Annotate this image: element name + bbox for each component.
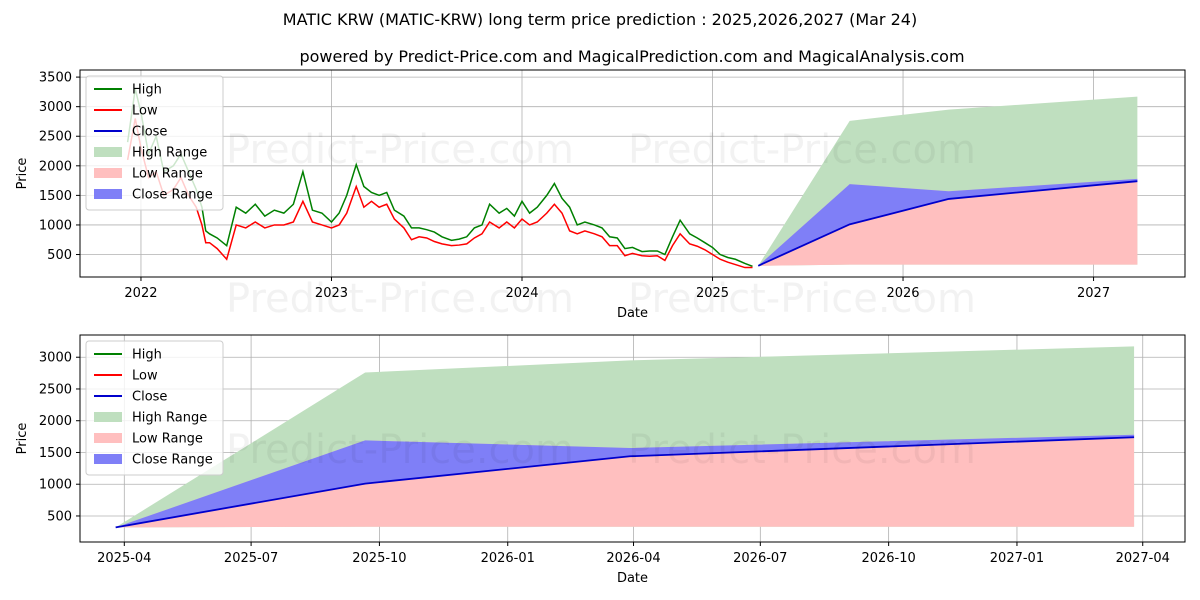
x-tick-label: 2025-07 bbox=[224, 551, 278, 566]
plot-area bbox=[126, 88, 1138, 269]
x-tick-label: 2023 bbox=[315, 286, 348, 301]
plot-area bbox=[115, 346, 1135, 529]
legend-swatch-close_range bbox=[94, 454, 122, 464]
y-tick-label: 1000 bbox=[39, 478, 72, 493]
legend-swatch-close_range bbox=[94, 189, 122, 199]
x-tick-label: 2024 bbox=[505, 286, 538, 301]
legend-label-high_range: High Range bbox=[132, 411, 207, 426]
legend-label-close_range: Close Range bbox=[132, 188, 213, 203]
legend: High Low Close High Range Low Range Close Ran… bbox=[85, 340, 224, 476]
x-tick-label: 2025-04 bbox=[97, 551, 151, 566]
close-forecast-line bbox=[115, 436, 1135, 529]
legend-label-high: High bbox=[132, 83, 162, 98]
y-tick-label: 3000 bbox=[39, 100, 72, 115]
legend-swatch-low_range bbox=[94, 168, 122, 178]
y-axis-label: Price bbox=[15, 423, 30, 455]
y-tick-label: 1000 bbox=[39, 218, 72, 233]
close-forecast-line bbox=[757, 180, 1138, 267]
y-tick-label: 2000 bbox=[39, 414, 72, 429]
legend-label-low: Low bbox=[132, 369, 158, 384]
x-tick-label: 2022 bbox=[124, 286, 157, 301]
low-series-line bbox=[126, 118, 753, 269]
legend-label-close: Close bbox=[132, 390, 167, 405]
chart-subtitle: powered by Predict-Price.com and Magical… bbox=[299, 47, 964, 66]
top-panel: Predict-Price.com Predict-Price.com Predic… bbox=[15, 69, 1186, 322]
y-tick-label: 500 bbox=[47, 248, 72, 263]
legend-label-high: High bbox=[132, 348, 162, 363]
x-tick-label: 2026-01 bbox=[481, 551, 535, 566]
y-tick-label: 3500 bbox=[39, 71, 72, 86]
x-axis-label: Date bbox=[617, 306, 648, 321]
x-tick-label: 2026-10 bbox=[861, 551, 915, 566]
y-tick-label: 3000 bbox=[39, 351, 72, 366]
x-tick-label: 2025 bbox=[696, 286, 729, 301]
x-tick-label: 2027 bbox=[1077, 286, 1110, 301]
x-tick-label: 2025-10 bbox=[352, 551, 406, 566]
y-tick-label: 1500 bbox=[39, 446, 72, 461]
y-tick-label: 2000 bbox=[39, 159, 72, 174]
watermark-text: Predict-Price.com bbox=[226, 127, 574, 173]
legend-label-low_range: Low Range bbox=[132, 167, 203, 182]
axes-frame bbox=[79, 69, 1186, 278]
legend-label-close_range: Close Range bbox=[132, 453, 213, 468]
x-tick-label: 2026 bbox=[886, 286, 919, 301]
x-tick-label: 2026-04 bbox=[606, 551, 660, 566]
close-range-band bbox=[115, 434, 1135, 528]
x-tick-label: 2027-01 bbox=[990, 551, 1044, 566]
y-tick-label: 1500 bbox=[39, 189, 72, 204]
legend-label-close: Close bbox=[132, 125, 167, 140]
watermark-text: Predict-Price.com bbox=[226, 276, 574, 322]
legend-label-low: Low bbox=[132, 104, 158, 119]
watermark-text: Predict-Price.com bbox=[628, 276, 976, 322]
legend-label-high_range: High Range bbox=[132, 146, 207, 161]
watermark-text: Predict-Price.com bbox=[628, 127, 976, 173]
y-tick-label: 2500 bbox=[39, 130, 72, 145]
axes-frame bbox=[79, 334, 1186, 543]
bottom-panel: Predict-Price.com Predict-Price.com 2025-0… bbox=[15, 334, 1186, 586]
y-axis-label: Price bbox=[15, 158, 30, 190]
x-axis-label: Date bbox=[617, 571, 648, 586]
chart-title: MATIC KRW (MATIC-KRW) long term price pr… bbox=[283, 10, 917, 29]
high-series-line bbox=[126, 88, 753, 268]
legend-swatch-high_range bbox=[94, 147, 122, 157]
legend-swatch-low_range bbox=[94, 433, 122, 443]
legend: High Low Close High Range Low Range Close Ran… bbox=[85, 75, 224, 211]
y-tick-label: 500 bbox=[47, 509, 72, 524]
legend-swatch-high_range bbox=[94, 412, 122, 422]
watermark-text: Predict-Price.com bbox=[226, 427, 574, 473]
legend-label-low_range: Low Range bbox=[132, 432, 203, 447]
x-tick-label: 2027-04 bbox=[1116, 551, 1170, 566]
y-tick-label: 2500 bbox=[39, 382, 72, 397]
close-range-band bbox=[758, 178, 1138, 266]
watermark-text: Predict-Price.com bbox=[628, 427, 976, 473]
x-tick-label: 2026-07 bbox=[733, 551, 787, 566]
